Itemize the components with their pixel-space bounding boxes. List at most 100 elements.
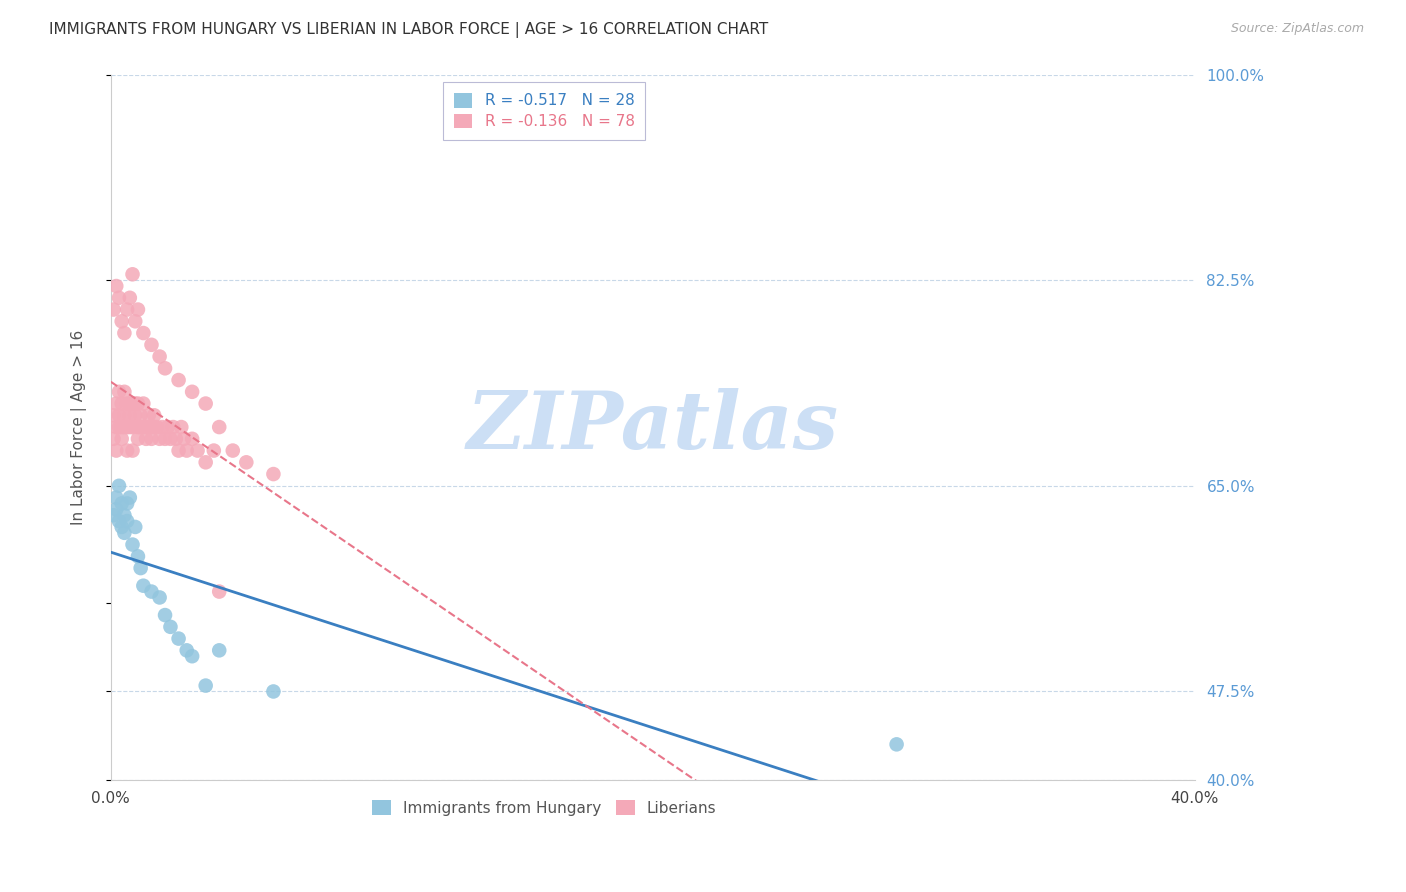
Point: [118, 491, 141, 505]
Point: [886, 737, 908, 751]
Point: [103, 508, 125, 523]
Point: [141, 338, 163, 352]
Point: [208, 584, 231, 599]
Point: [112, 326, 135, 340]
Point: [176, 443, 198, 458]
Point: [105, 396, 128, 410]
Point: [121, 420, 143, 434]
Point: [108, 384, 131, 399]
Point: [167, 443, 190, 458]
Point: [127, 420, 149, 434]
Point: [129, 420, 152, 434]
Point: [181, 384, 204, 399]
Point: [111, 520, 134, 534]
Point: [167, 632, 190, 646]
Point: [103, 409, 125, 423]
Point: [165, 432, 187, 446]
Point: [108, 409, 131, 423]
Point: [111, 496, 134, 510]
Point: [118, 409, 141, 423]
Point: [149, 432, 172, 446]
Point: [112, 525, 135, 540]
Point: [112, 508, 135, 523]
Point: [159, 432, 181, 446]
Point: [202, 443, 225, 458]
Point: [176, 643, 198, 657]
Point: [111, 432, 134, 446]
Point: [124, 396, 146, 410]
Point: [103, 302, 125, 317]
Point: [208, 420, 231, 434]
Point: [149, 350, 172, 364]
Point: [150, 420, 173, 434]
Point: [146, 420, 169, 434]
Point: [112, 384, 135, 399]
Point: [111, 396, 134, 410]
Point: [208, 643, 231, 657]
Point: [124, 409, 146, 423]
Point: [262, 684, 284, 698]
Point: [124, 314, 146, 328]
Point: [156, 420, 179, 434]
Point: [149, 591, 172, 605]
Text: ZIPatlas: ZIPatlas: [467, 388, 839, 466]
Point: [129, 409, 152, 423]
Point: [138, 409, 160, 423]
Point: [141, 432, 163, 446]
Point: [121, 268, 143, 282]
Point: [112, 409, 135, 423]
Point: [108, 514, 131, 528]
Point: [103, 432, 125, 446]
Point: [121, 443, 143, 458]
Point: [173, 432, 195, 446]
Point: [105, 443, 128, 458]
Point: [138, 420, 160, 434]
Point: [132, 579, 155, 593]
Point: [121, 538, 143, 552]
Point: [111, 314, 134, 328]
Point: [105, 491, 128, 505]
Point: [115, 443, 138, 458]
Point: [132, 326, 155, 340]
Point: [118, 396, 141, 410]
Point: [127, 396, 149, 410]
Point: [132, 396, 155, 410]
Point: [181, 432, 204, 446]
Point: [187, 443, 209, 458]
Point: [105, 279, 128, 293]
Point: [132, 420, 155, 434]
Point: [129, 561, 152, 575]
Point: [111, 420, 134, 434]
Point: [153, 361, 176, 376]
Text: IMMIGRANTS FROM HUNGARY VS LIBERIAN IN LABOR FORCE | AGE > 16 CORRELATION CHART: IMMIGRANTS FROM HUNGARY VS LIBERIAN IN L…: [49, 22, 769, 38]
Point: [262, 467, 284, 481]
Point: [159, 620, 181, 634]
Point: [222, 443, 245, 458]
Point: [153, 432, 176, 446]
Point: [194, 396, 217, 410]
Point: [108, 420, 131, 434]
Point: [115, 420, 138, 434]
Point: [170, 420, 193, 434]
Point: [194, 679, 217, 693]
Point: [135, 420, 157, 434]
Point: [112, 420, 135, 434]
Point: [143, 420, 166, 434]
Y-axis label: In Labor Force | Age > 16: In Labor Force | Age > 16: [72, 329, 87, 524]
Point: [162, 420, 184, 434]
Point: [181, 649, 204, 664]
Point: [115, 396, 138, 410]
Point: [118, 291, 141, 305]
Point: [108, 479, 131, 493]
Text: Source: ZipAtlas.com: Source: ZipAtlas.com: [1230, 22, 1364, 36]
Point: [194, 455, 217, 469]
Point: [127, 302, 149, 317]
Point: [141, 584, 163, 599]
Point: [167, 373, 190, 387]
Point: [124, 520, 146, 534]
Legend: Immigrants from Hungary, Liberians: Immigrants from Hungary, Liberians: [363, 791, 725, 825]
Point: [118, 420, 141, 434]
Point: [108, 291, 131, 305]
Point: [105, 420, 128, 434]
Point: [121, 396, 143, 410]
